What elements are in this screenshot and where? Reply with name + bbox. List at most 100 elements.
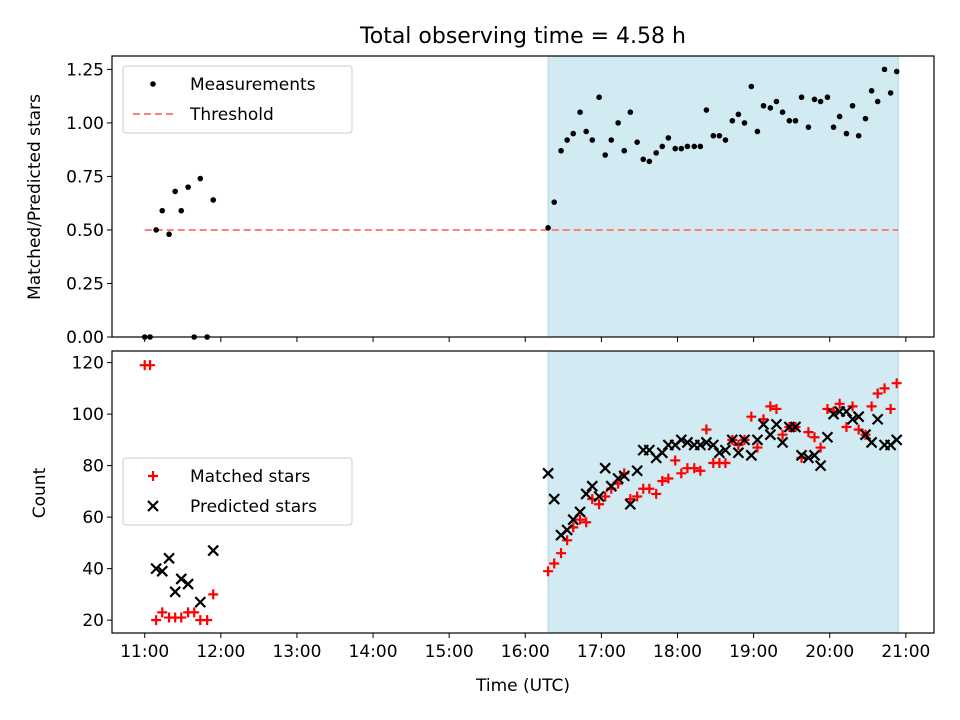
matched-star-point (834, 398, 845, 409)
matched-star-point (594, 499, 605, 510)
y-tick-label: 0.00 (66, 328, 104, 348)
matched-star-point (575, 514, 586, 525)
y-tick-label: 0.75 (66, 167, 104, 187)
matched-star-point (625, 494, 636, 505)
shaded-interval (547, 55, 899, 338)
predicted-star-point (175, 573, 188, 585)
measurement-point (678, 145, 685, 152)
matched-star-point (549, 558, 560, 569)
measurement-point (577, 109, 583, 115)
matched-star-point (872, 388, 883, 399)
matched-star-point (202, 615, 213, 626)
matched-star-point (866, 401, 877, 412)
measurement-point (558, 147, 564, 154)
y-tick-label: 40 (82, 560, 104, 580)
predicted-star-point (612, 472, 624, 485)
predicted-star-point (618, 470, 631, 482)
matched-star-point (758, 414, 769, 425)
matched-star-point (809, 432, 820, 443)
predicted-star-point (713, 446, 726, 459)
top-panel: 0.00 0.25 0.50 0.75 1.00 1.25 Measurements Thre… (66, 55, 935, 348)
matched-star-point (720, 458, 731, 469)
y-tick-label: 20 (82, 611, 104, 631)
matched-star-point (695, 465, 706, 476)
measurement-point (735, 111, 742, 118)
y-tick-label: 0.25 (66, 274, 104, 294)
measurement-point (691, 143, 698, 150)
axes-frame (111, 55, 935, 338)
measurement-point (767, 105, 774, 111)
matched-star-point (562, 535, 573, 546)
predicted-star-point (542, 467, 554, 480)
measurement-point (748, 83, 755, 90)
predicted-star-point (169, 586, 181, 598)
matched-star-point (581, 517, 592, 528)
measurement-point (710, 132, 717, 139)
predicted-star-point (631, 464, 643, 477)
predicted-star-point (580, 488, 592, 500)
measurement-point (760, 102, 767, 109)
legend-marker-x (147, 500, 159, 512)
matched-star-point (803, 427, 814, 438)
predicted-star-point (808, 449, 821, 462)
legend-label: Matched stars (190, 467, 310, 487)
predicted-star-point (840, 405, 853, 418)
y-tick-label: 1.00 (66, 114, 104, 134)
measurement-point (697, 143, 704, 150)
matched-star-point (701, 424, 712, 435)
predicted-star-point (548, 493, 560, 505)
measurement-point (887, 90, 894, 96)
measurement-point (773, 98, 780, 105)
bottom-panel: 20 40 60 80 100 120 11:00 12:00 13:00 14:00 15:00 1… (72, 350, 935, 662)
measurement-point (653, 150, 659, 156)
predicted-star-point (574, 506, 586, 518)
matched-star-point (746, 411, 757, 422)
measurement-point (836, 113, 843, 120)
matched-star-point (151, 615, 162, 626)
matched-star-point (556, 548, 567, 559)
x-tick-label: 21:00 (881, 642, 930, 662)
predicted-star-point (757, 418, 770, 431)
matched-star-point (600, 491, 611, 502)
legend-box (122, 65, 353, 134)
measurement-point (665, 135, 672, 141)
matched-star-point (644, 483, 655, 494)
measurement-point (741, 120, 748, 126)
predicted-star-point (827, 408, 840, 420)
predicted-star-point (764, 428, 777, 441)
legend-label: Threshold (189, 105, 274, 125)
predicted-star-point (593, 490, 605, 503)
matched-star-point (815, 442, 826, 453)
matched-star-point (841, 421, 852, 432)
predicted-star-point (789, 421, 802, 433)
shaded-interval (547, 350, 899, 634)
measurement-point (564, 137, 570, 143)
measurement-point (166, 231, 172, 238)
matched-star-point (632, 491, 643, 502)
matched-star-point (663, 473, 674, 484)
predicted-star-point (163, 552, 175, 565)
y-axis-label-top: Matched/Predicted stars (25, 94, 45, 300)
predicted-star-point (707, 439, 720, 451)
predicted-star-point (745, 449, 758, 462)
predicted-star-point (821, 431, 834, 444)
measurement-point (684, 143, 691, 150)
measurement-point (159, 207, 166, 214)
matched-star-point (891, 378, 902, 389)
predicted-star-point (814, 459, 827, 472)
matched-star-point (885, 403, 896, 414)
measurement-point (843, 130, 850, 137)
measurement-point (646, 158, 653, 165)
matched-star-point (157, 607, 168, 618)
y-tick-label: 80 (82, 457, 104, 477)
measurement-point (570, 130, 577, 137)
matched-star-point (689, 463, 700, 474)
x-tick-label: 12:00 (196, 642, 245, 662)
measurement-point (868, 87, 875, 94)
measurement-point (862, 115, 869, 122)
predicted-star-point (599, 462, 611, 474)
measurement-point (792, 117, 799, 124)
measurement-point (634, 139, 640, 145)
x-tick-label: 13:00 (272, 642, 321, 662)
measurement-point (805, 124, 812, 130)
